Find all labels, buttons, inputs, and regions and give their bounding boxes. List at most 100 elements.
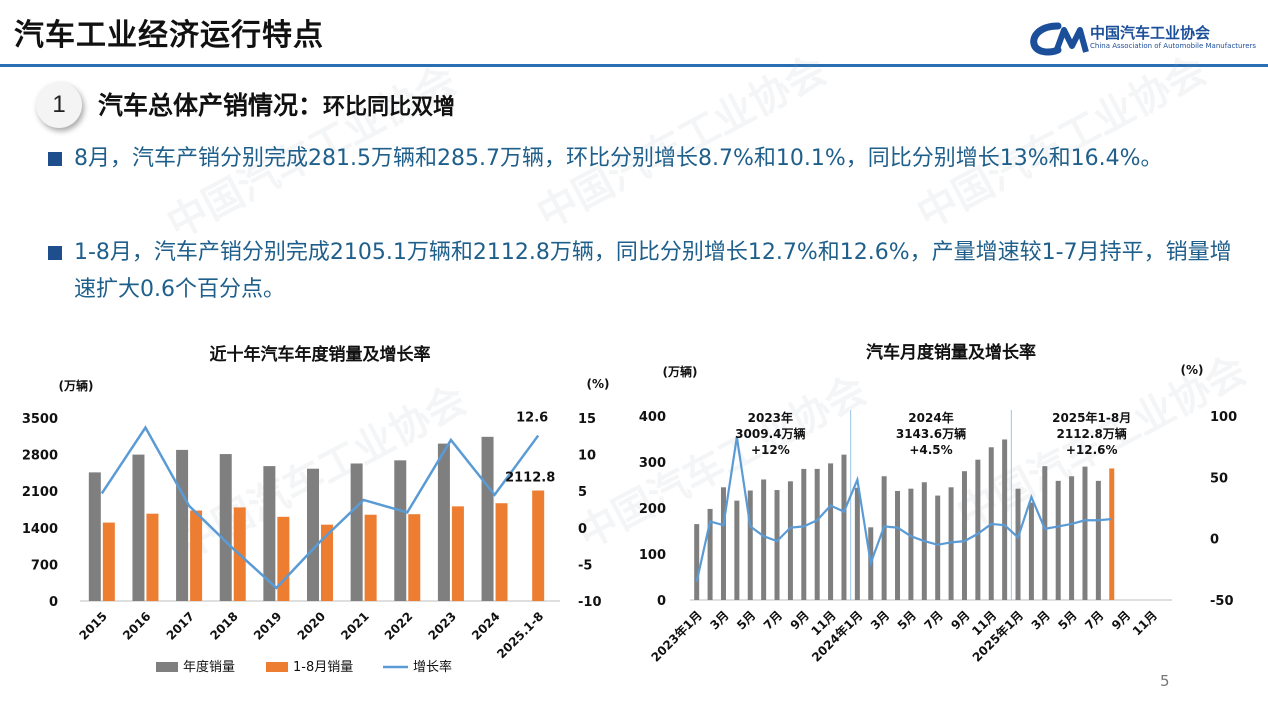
monthly-sales-bar <box>828 463 834 600</box>
x-tick-label: 3月 <box>707 608 731 632</box>
monthly-sales-bar <box>1042 466 1048 600</box>
annual-sales-bar <box>437 443 450 601</box>
y-left-tick-label: 200 <box>639 502 666 517</box>
ytd-sales-bar <box>146 513 159 601</box>
annotation-growth: +12% <box>751 443 790 457</box>
annual-sales-bar <box>263 466 276 601</box>
chart-title: 汽车月度销量及增长率 <box>866 342 1036 363</box>
growth-rate-data-label: 12.6 <box>516 411 548 426</box>
y-left-tick-label: 100 <box>639 548 666 563</box>
x-tick-label: 5月 <box>734 608 758 632</box>
x-tick-label: 2025.1-8 <box>494 609 546 661</box>
y-left-tick-label: 1400 <box>22 522 58 537</box>
y-left-tick-label: 0 <box>49 595 58 610</box>
annotation-total: 3009.4万辆 <box>735 426 805 441</box>
monthly-sales-bar <box>787 481 793 600</box>
legend-swatch-ytd <box>266 662 288 672</box>
annual-sales-bar <box>350 463 363 601</box>
annual-sales-bar <box>481 436 494 601</box>
y-right-unit: (%) <box>587 377 610 391</box>
monthly-sales-bar <box>1015 488 1021 600</box>
ytd-sales-bar <box>190 510 203 601</box>
x-tick-label: 3月 <box>868 608 892 632</box>
x-tick-label: 11月 <box>1130 608 1160 638</box>
legend-label-ytd: 1-8月销量 <box>293 660 353 675</box>
legend-swatch-annual <box>156 662 178 672</box>
bullet-item: 1-8月，汽车产销分别完成2105.1万辆和2112.8万辆，同比分别增长12.… <box>48 234 1238 308</box>
monthly-sales-bar <box>854 487 860 600</box>
annual-sales-bar <box>307 468 319 601</box>
ytd-sales-bar <box>408 514 421 601</box>
ytd-sales-bar <box>451 506 464 601</box>
y-right-tick-label: 50 <box>1210 471 1228 486</box>
monthly-sales-bar <box>881 476 887 600</box>
annual-sales-bar <box>394 460 407 601</box>
y-right-tick-label: -10 <box>578 595 602 610</box>
annotation-total: 2112.8万辆 <box>1057 426 1127 441</box>
x-tick-label: 2017 <box>164 609 198 643</box>
monthly-sales-bar <box>694 524 700 600</box>
y-left-unit: (万辆) <box>59 378 94 393</box>
watermark: 中国汽车工业协会 <box>529 47 834 238</box>
logo-en-text: China Association of Automobile Manufact… <box>1090 42 1257 50</box>
x-tick-label: 2022 <box>382 609 416 643</box>
header-divider <box>0 64 1268 67</box>
chart-title: 近十年汽车年度销量及增长率 <box>210 344 431 365</box>
ytd-sales-bar <box>495 503 508 601</box>
ytd-sales-bar <box>277 516 290 601</box>
monthly-sales-bar <box>1028 502 1034 600</box>
y-left-tick-label: 2100 <box>22 485 58 500</box>
annual-sales-chart: 近十年汽车年度销量及增长率 (万辆) (%) 0 700 1400 2100 2800 3500… <box>22 344 610 675</box>
annotation-growth: +4.5% <box>909 443 952 457</box>
y-right-tick-label: -50 <box>1210 594 1234 609</box>
y-right-tick-label: 5 <box>578 485 587 500</box>
annotation-growth: +12.6% <box>1066 443 1118 457</box>
monthly-sales-bar <box>1095 480 1101 600</box>
annual-sales-bar <box>176 449 189 601</box>
section-number-badge: 1 <box>36 82 82 128</box>
bullet-square-icon <box>48 246 62 260</box>
monthly-sales-bar <box>895 490 901 600</box>
page-title: 汽车工业经济运行特点 <box>14 18 324 53</box>
growth-rate-line <box>695 436 1112 582</box>
x-tick-label: 3月 <box>1029 608 1053 632</box>
section-title-main: 汽车总体产销情况： <box>98 91 324 120</box>
monthly-sales-bar <box>707 508 713 600</box>
growth-rate-line <box>100 425 540 590</box>
ytd-sales-bar <box>532 490 545 601</box>
monthly-sales-bar <box>774 490 780 600</box>
x-tick-label: 2016 <box>120 609 154 643</box>
y-left-tick-label: 3500 <box>22 412 58 427</box>
monthly-sales-bar <box>1055 480 1061 600</box>
annotation-year: 2024年 <box>908 410 953 425</box>
x-tick-label: 2023年1月 <box>648 608 705 665</box>
monthly-sales-bar <box>761 479 767 600</box>
x-tick-label: 2018 <box>207 609 241 643</box>
watermark: 中国汽车工业协会 <box>909 47 1214 238</box>
y-right-tick-label: 100 <box>1210 410 1237 425</box>
x-tick-label: 7月 <box>761 608 785 632</box>
y-left-tick-label: 300 <box>639 456 666 471</box>
annual-sales-bar <box>132 454 145 601</box>
monthly-sales-bar <box>814 468 820 600</box>
caam-logo-mark <box>1030 22 1089 56</box>
annual-sales-bar <box>88 472 101 601</box>
x-tick-label: 2020 <box>295 609 329 643</box>
x-tick-label: 2019 <box>251 609 285 643</box>
annotation-total: 3143.6万辆 <box>896 426 966 441</box>
annotation-year: 2025年1-8月 <box>1052 410 1131 425</box>
bullet-square-icon <box>48 152 62 166</box>
ytd-sales-bar <box>321 524 333 601</box>
x-tick-label: 2015 <box>76 609 110 643</box>
monthly-sales-bar <box>841 454 847 600</box>
caam-logo: 中国汽车工业协会 China Association of Automobile… <box>1030 20 1260 60</box>
annual-sales-bar <box>219 454 232 601</box>
monthly-sales-bar <box>734 500 740 600</box>
monthly-sales-bar <box>1069 476 1075 600</box>
bullet-text: 1-8月，汽车产销分别完成2105.1万辆和2112.8万辆，同比分别增长12.… <box>74 240 1232 302</box>
x-tick-label: 5月 <box>895 608 919 632</box>
ytd-sales-bar <box>102 522 115 601</box>
x-tick-label: 2023 <box>426 609 460 643</box>
logo-cn-text: 中国汽车工业协会 <box>1090 24 1211 42</box>
x-tick-label: 2024 <box>469 609 503 643</box>
